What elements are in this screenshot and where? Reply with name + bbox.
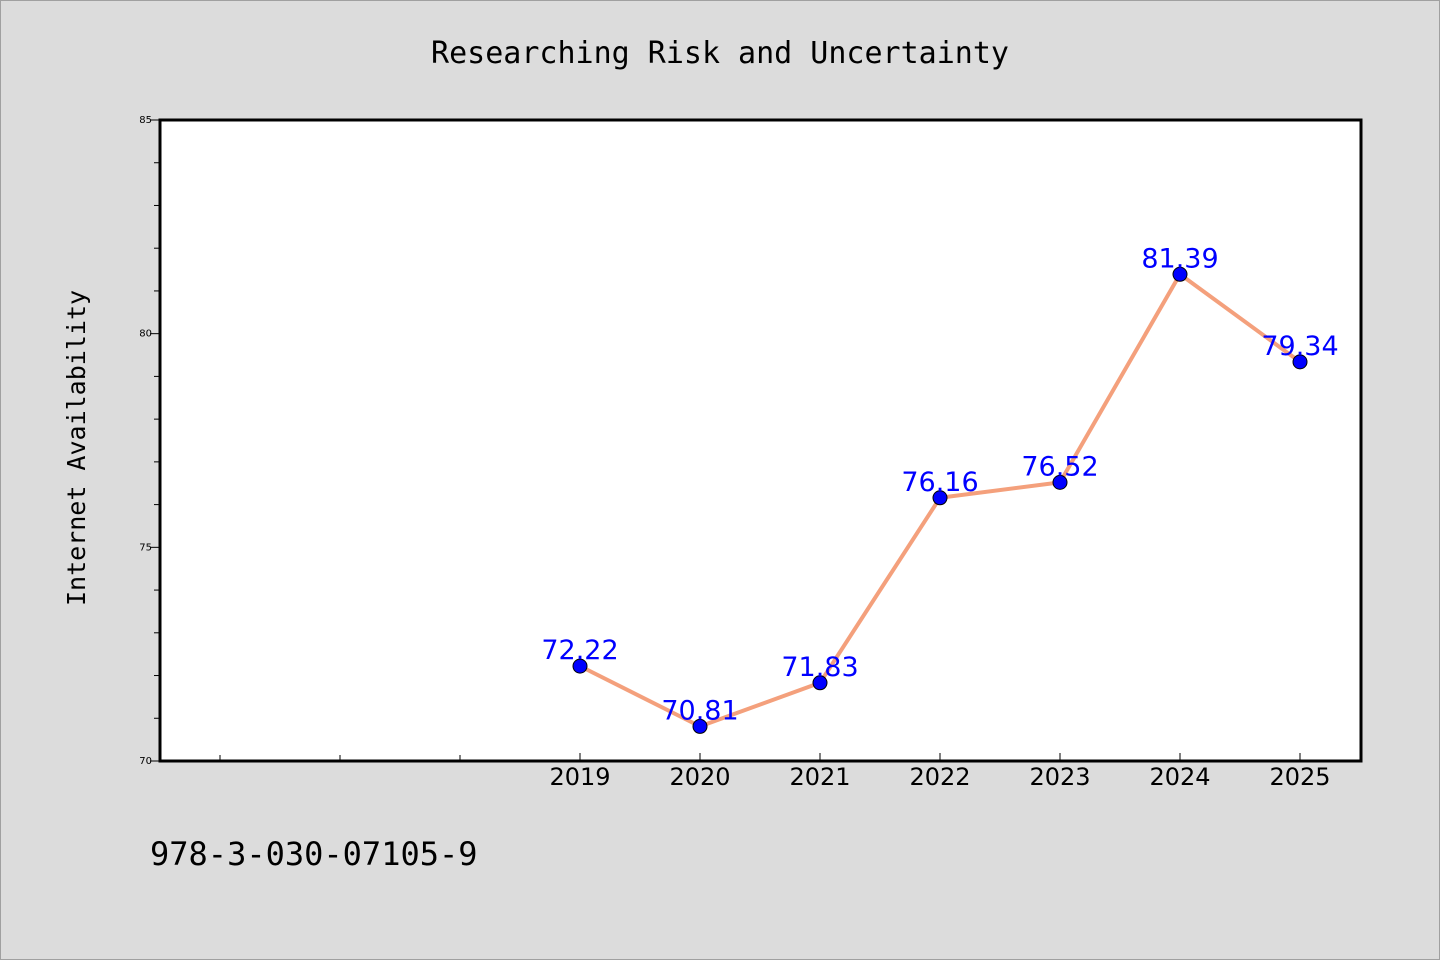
chart-title: Researching Risk and Uncertainty xyxy=(431,36,1009,71)
y-tick-label: 85 xyxy=(139,115,152,126)
data-point xyxy=(1292,354,1308,370)
data-label: 71.83 xyxy=(781,652,858,683)
data-point xyxy=(1052,474,1068,490)
x-tick-label: 2025 xyxy=(1269,763,1330,791)
isbn-text: 978-3-030-07105-9 xyxy=(150,835,478,873)
data-label: 81.39 xyxy=(1141,243,1218,274)
plot-area xyxy=(160,120,1361,761)
data-label: 72.22 xyxy=(541,635,618,666)
x-tick-label: 2019 xyxy=(549,763,610,791)
data-point xyxy=(692,718,708,734)
data-point xyxy=(1172,266,1188,282)
y-tick-label: 80 xyxy=(139,329,152,340)
x-tick-label: 2021 xyxy=(789,763,850,791)
plot-frame xyxy=(158,118,1363,763)
data-labels: 72.22 70.81 71.83 76.16 76.52 81.39 79.34 xyxy=(541,243,1338,726)
series-markers xyxy=(572,266,1308,734)
y-tick-label: 75 xyxy=(139,542,152,553)
y-axis-ticks: 70 75 80 85 xyxy=(139,115,160,767)
x-axis-ticks: 2019 2020 2021 2022 2023 2024 2025 xyxy=(549,753,1331,791)
data-point xyxy=(572,658,588,674)
x-tick-label: 2020 xyxy=(669,763,730,791)
y-axis-label: Internet Availability xyxy=(62,290,91,606)
data-label: 76.52 xyxy=(1021,451,1098,482)
x-tick-label: 2022 xyxy=(909,763,970,791)
data-label: 70.81 xyxy=(661,695,738,726)
data-point xyxy=(812,675,828,691)
data-point xyxy=(932,490,948,506)
x-tick-label: 2024 xyxy=(1149,763,1210,791)
data-label: 76.16 xyxy=(901,467,978,498)
data-label: 79.34 xyxy=(1261,331,1338,362)
y-tick-label: 70 xyxy=(139,756,152,767)
x-tick-label: 2023 xyxy=(1029,763,1090,791)
